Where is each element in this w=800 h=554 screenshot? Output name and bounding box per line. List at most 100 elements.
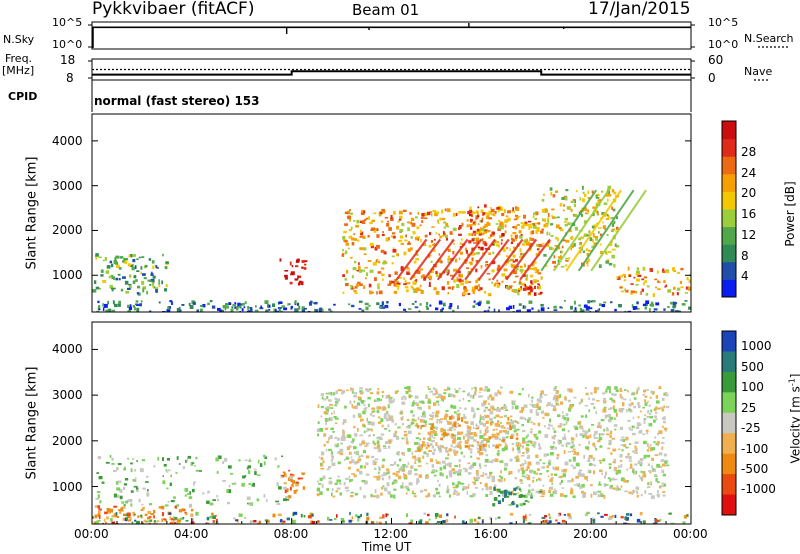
velocity-echo xyxy=(573,450,577,454)
velocity-echo xyxy=(473,412,476,417)
velocity-echo xyxy=(441,433,445,436)
velocity-echo xyxy=(328,465,332,469)
velocity-noise xyxy=(668,512,672,515)
velocity-echo xyxy=(463,416,467,420)
power-echo xyxy=(480,227,485,232)
velocity-echo xyxy=(563,423,566,426)
velocity-echo xyxy=(364,407,368,409)
velocity-echo xyxy=(607,418,612,423)
velocity-echo xyxy=(543,453,547,457)
velocity-noise xyxy=(428,518,431,521)
velocity-echo xyxy=(466,486,470,489)
velocity-echo xyxy=(506,436,509,439)
velocity-echo xyxy=(664,393,669,397)
velocity-echo xyxy=(475,476,480,480)
velocity-echo xyxy=(503,478,506,482)
velocity-echo xyxy=(440,430,444,433)
velocity-echo xyxy=(398,458,402,462)
power-echo xyxy=(570,208,573,212)
velocity-noise xyxy=(153,520,157,523)
velocity-echo xyxy=(417,449,421,452)
power-echo xyxy=(635,273,639,276)
velocity-echo xyxy=(624,490,628,493)
power-echo xyxy=(486,272,491,275)
velocity-echo xyxy=(349,479,353,482)
power-echo xyxy=(284,270,289,272)
power-cbar-swatch xyxy=(722,138,736,157)
velocity-echo xyxy=(662,437,665,439)
power-echo xyxy=(374,277,377,281)
power-echo xyxy=(449,248,451,252)
power-echo xyxy=(560,250,563,254)
velocity-echo xyxy=(336,479,340,483)
velocity-echo xyxy=(193,481,195,486)
velocity-echo xyxy=(482,417,485,421)
power-echo xyxy=(488,278,491,281)
velocity-echo xyxy=(611,399,615,401)
velocity-echo xyxy=(466,490,469,495)
power-echo xyxy=(616,216,618,220)
power-echo xyxy=(630,290,635,294)
power-noise xyxy=(103,303,108,308)
power-echo xyxy=(458,257,461,260)
velocity-noise xyxy=(568,515,572,520)
velocity-echo xyxy=(484,406,488,409)
power-echo xyxy=(555,236,558,240)
velocity-echo xyxy=(483,432,487,436)
velocity-echo xyxy=(367,403,370,408)
velocity-echo xyxy=(373,442,377,446)
velocity-echo xyxy=(331,456,334,460)
velocity-noise xyxy=(355,514,358,518)
velocity-echo xyxy=(417,425,421,428)
power-echo xyxy=(492,251,495,255)
velocity-echo xyxy=(387,414,391,418)
velocity-noise xyxy=(522,515,527,520)
velocity-echo xyxy=(293,490,297,494)
velocity-echo xyxy=(153,510,156,514)
velocity-echo xyxy=(504,426,506,429)
velocity-echo xyxy=(456,445,461,448)
velocity-echo xyxy=(570,437,575,441)
velocity-echo xyxy=(554,473,558,476)
velocity-echo xyxy=(98,511,101,513)
velocity-echo xyxy=(330,453,333,456)
power-noise xyxy=(117,303,121,307)
velocity-echo xyxy=(462,397,465,401)
velocity-echo xyxy=(646,449,650,452)
velocity-echo xyxy=(652,393,654,395)
velocity-echo xyxy=(429,430,434,433)
velocity-echo xyxy=(275,500,279,503)
velocity-echo xyxy=(352,438,355,442)
power-echo xyxy=(521,282,526,286)
power-echo xyxy=(504,275,509,279)
power-echo xyxy=(399,215,403,219)
velocity-echo xyxy=(586,460,591,462)
power-echo xyxy=(376,258,379,261)
velocity-echo xyxy=(651,465,653,469)
power-echo xyxy=(399,235,404,239)
velocity-echo xyxy=(471,463,474,467)
velocity-noise xyxy=(684,515,687,519)
velocity-echo xyxy=(398,475,402,480)
freq-label-1: Freq. xyxy=(5,52,33,65)
power-echo xyxy=(447,258,450,261)
power-echo xyxy=(583,233,588,237)
velocity-echo xyxy=(349,400,352,405)
velocity-noise xyxy=(272,513,276,518)
power-streak xyxy=(577,189,635,272)
velocity-echo xyxy=(626,468,629,471)
velocity-noise xyxy=(190,521,195,524)
power-echo xyxy=(152,275,156,279)
velocity-echo xyxy=(535,461,540,465)
power-echo xyxy=(542,218,545,222)
velocity-echo xyxy=(614,428,617,431)
power-echo xyxy=(354,292,358,295)
velocity-echo xyxy=(407,462,410,465)
power-echo xyxy=(354,286,358,289)
power-echo xyxy=(375,260,378,263)
velocity-echo xyxy=(578,421,582,424)
velocity-echo xyxy=(419,419,424,423)
power-echo xyxy=(469,218,473,222)
power-echo xyxy=(562,209,565,212)
velocity-echo xyxy=(664,460,667,465)
